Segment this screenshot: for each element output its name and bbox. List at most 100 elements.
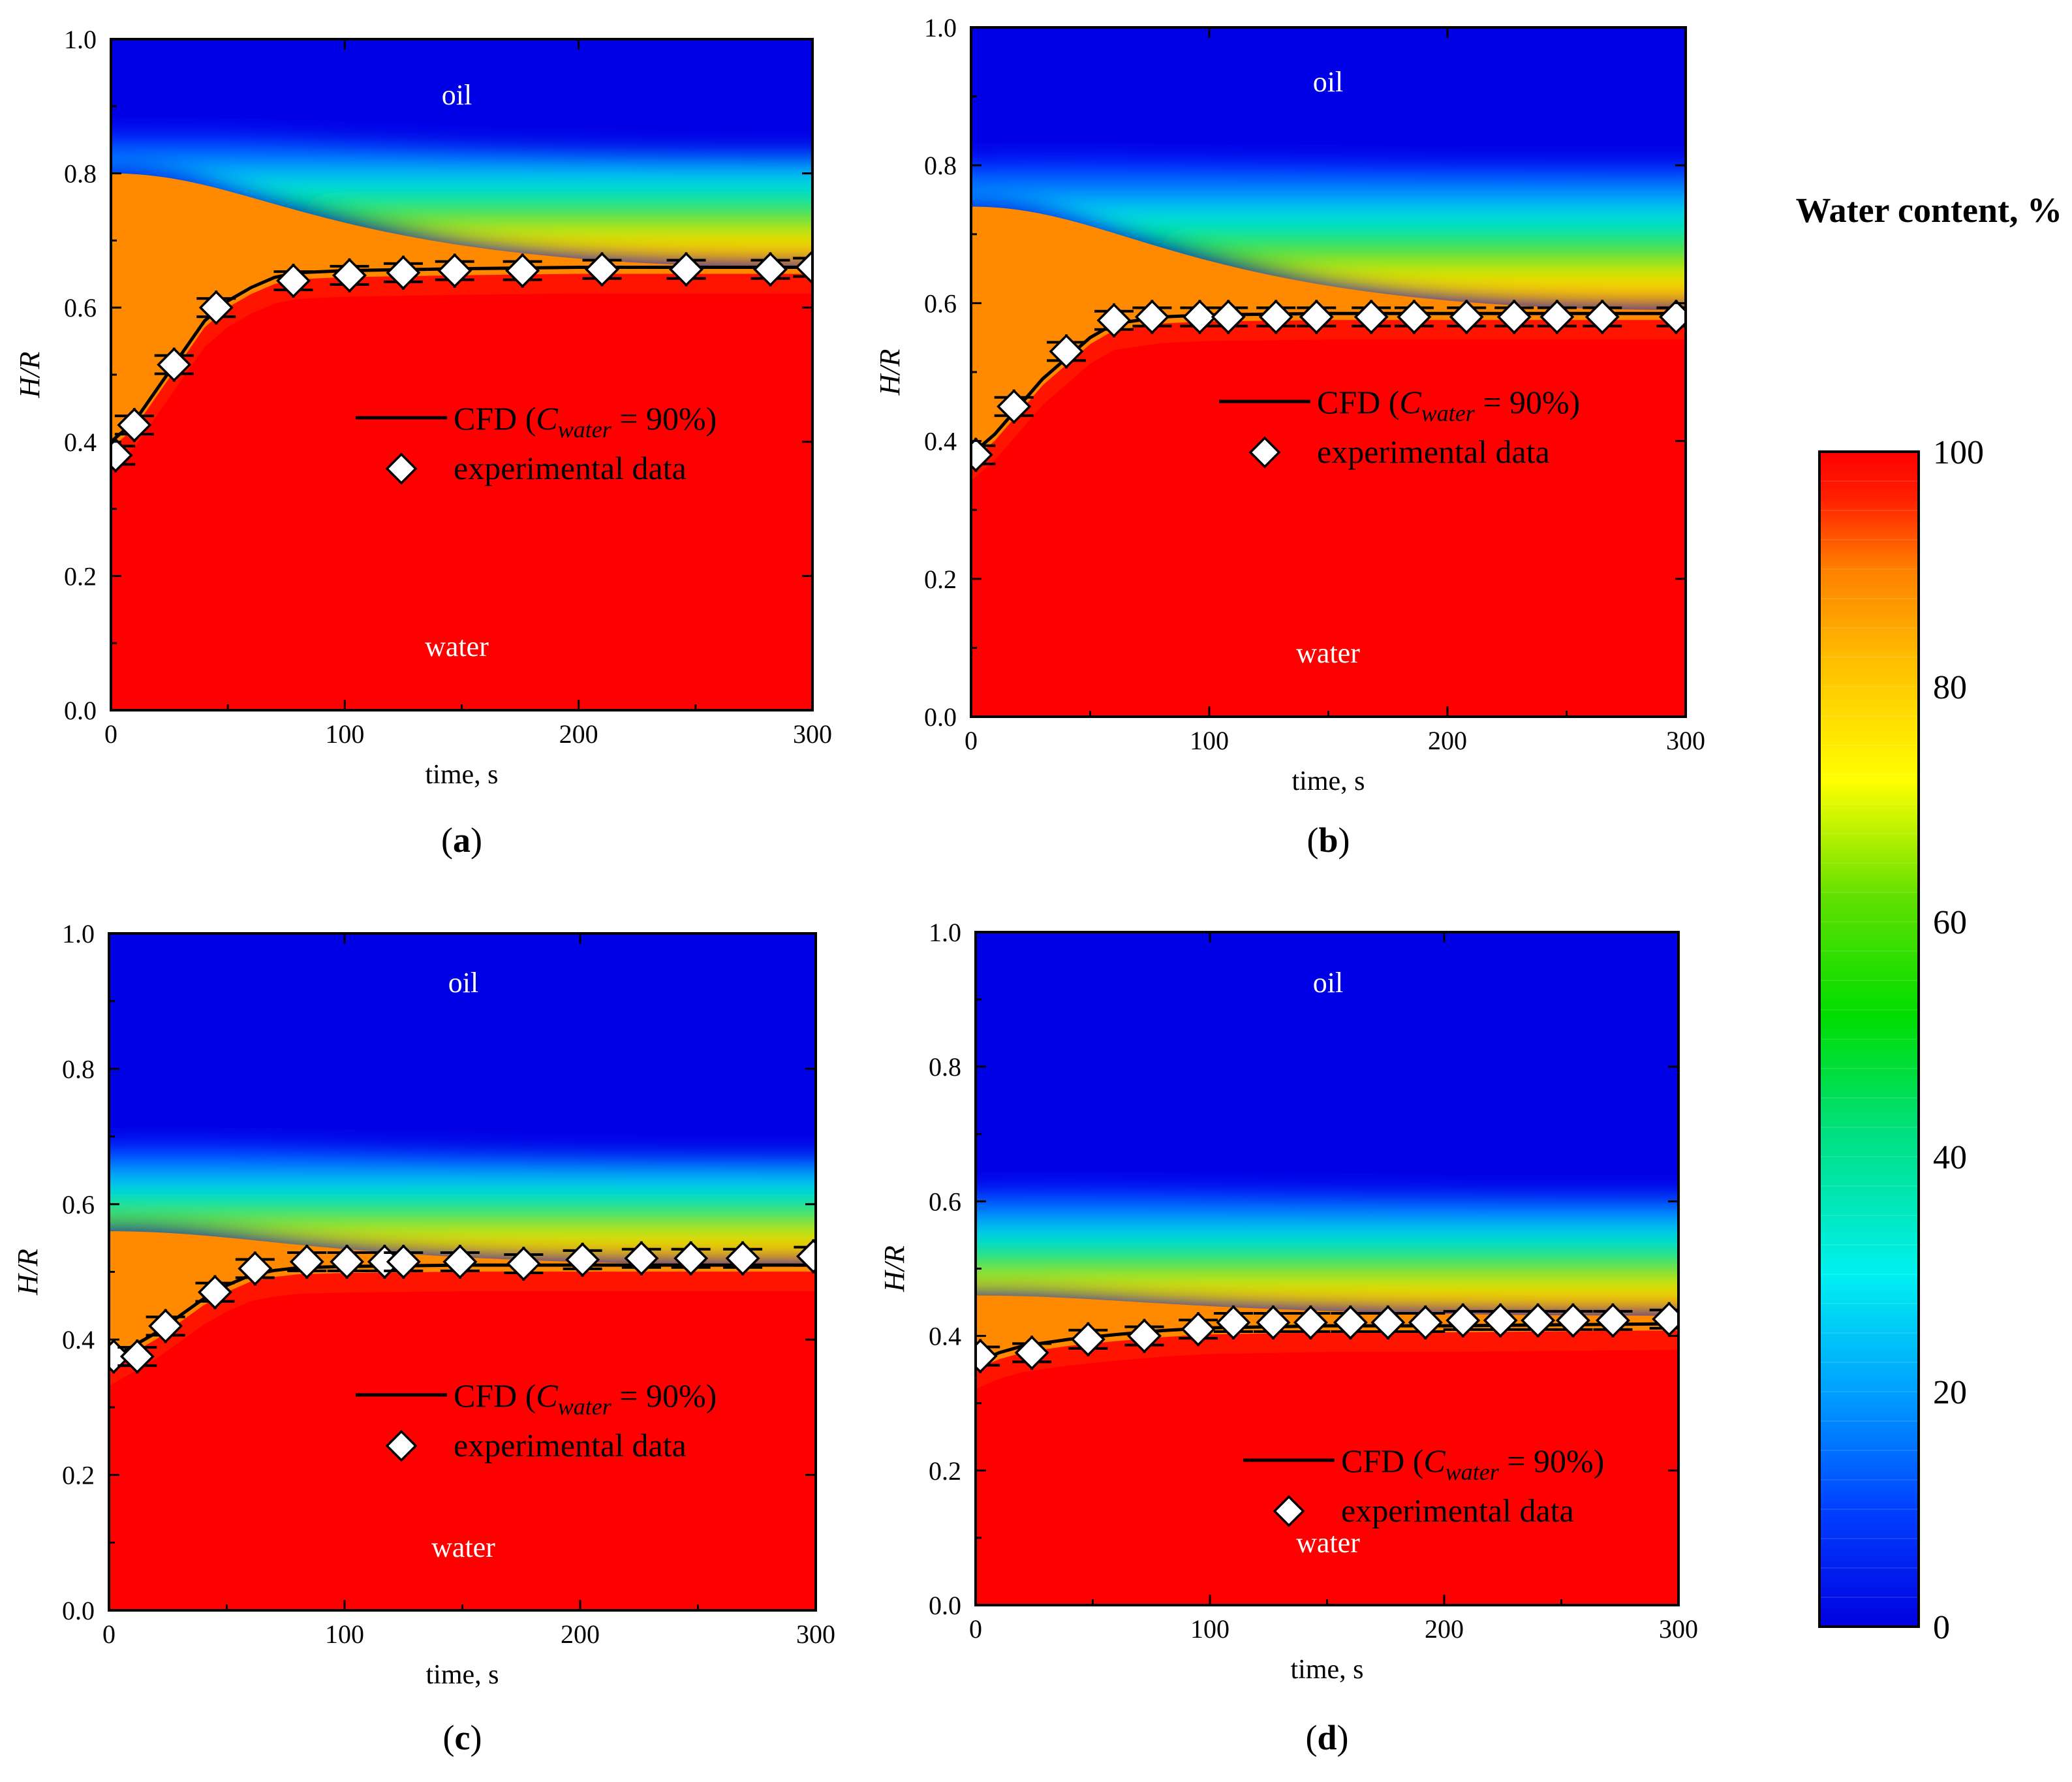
y-tick-label: 0.2: [64, 561, 97, 591]
experimental-point: [1291, 1305, 1331, 1340]
x-tick-label: 300: [1659, 1614, 1698, 1644]
experimental-point: [582, 252, 622, 287]
y-tick-label: 1.0: [62, 919, 95, 948]
diamond-marker: [109, 1339, 131, 1374]
y-tick-label: 0.2: [62, 1461, 95, 1490]
diamond-marker: [1585, 300, 1620, 334]
y-tick-label: 0.6: [62, 1190, 95, 1219]
y-tick-label: 0.6: [64, 293, 97, 322]
interface-band-d: [976, 1186, 1678, 1316]
x-axis-label: time, s: [425, 760, 499, 790]
contour-c: [109, 933, 816, 1610]
experimental-point: [1213, 1305, 1253, 1340]
diamond-marker: [437, 253, 472, 289]
diamond-marker: [1397, 300, 1432, 334]
diamond-marker: [1370, 1305, 1406, 1340]
experimental-point: [1406, 1305, 1446, 1340]
experimental-point: [1593, 1303, 1633, 1338]
experimental-point: [1583, 300, 1622, 334]
water-region-label: water: [1296, 1527, 1360, 1559]
experimental-point: [1331, 1305, 1370, 1340]
panel-label-open: (: [441, 821, 453, 860]
x-tick-label: 300: [796, 1619, 835, 1649]
legend-var: C: [1399, 384, 1421, 420]
x-tick-label: 300: [793, 719, 832, 749]
panel-label-a: (a): [441, 821, 482, 860]
interface-gradient: [111, 132, 812, 268]
experimental-point: [971, 437, 996, 473]
x-tick-label: 300: [1666, 726, 1705, 755]
experimental-point: [1094, 303, 1134, 338]
contour-b: [971, 27, 1686, 717]
x-tick-label: 0: [969, 1614, 982, 1644]
experimental-point: [1047, 334, 1086, 369]
experimental-point: [503, 253, 542, 289]
x-tick-label: 0: [965, 726, 978, 755]
legend-prefix: CFD (: [1341, 1443, 1423, 1479]
panel-label-close: ): [1337, 1718, 1349, 1757]
colorbar-bands: [1819, 480, 1919, 1598]
legend-marker-swatch: [1248, 436, 1281, 469]
legend-subscript: water: [1446, 1459, 1500, 1485]
diamond-marker: [1333, 1305, 1368, 1340]
diamond-marker: [197, 1275, 232, 1310]
legend-prefix: CFD (: [454, 400, 536, 437]
y-tick-label: 0.6: [924, 289, 957, 318]
interface-band-b: [971, 156, 1686, 310]
diamond-marker: [111, 437, 133, 473]
x-tick-label: 200: [1428, 726, 1467, 755]
colorbar-gradient-bar: [1819, 452, 1919, 1627]
experimental-point: [1352, 300, 1391, 334]
panel-label-c: (c): [443, 1718, 482, 1757]
diamond-marker: [1496, 300, 1532, 334]
oil-region-label: oil: [442, 79, 472, 111]
panel-label-open: (: [1305, 1718, 1317, 1757]
contour-a: [111, 39, 812, 710]
colorbar-tick-label: 80: [1933, 669, 1967, 706]
diamond-marker: [442, 1244, 478, 1279]
x-tick-label: 0: [104, 719, 117, 749]
y-tick-label: 0.8: [929, 1052, 961, 1082]
experimental-point: [1179, 1311, 1218, 1347]
x-tick-label: 200: [561, 1619, 600, 1649]
diamond-marker: [1134, 300, 1169, 334]
experimental-point: [195, 1275, 235, 1310]
experimental-point: [1537, 300, 1577, 334]
legend-var: C: [536, 1377, 558, 1414]
panel-label-close: ): [470, 1718, 482, 1757]
legend-line-label: CFD (Cwater = 90%): [1317, 384, 1580, 426]
diamond-marker: [1596, 1303, 1630, 1338]
legend-line-label: CFD (Cwater = 90%): [454, 1377, 717, 1420]
experimental-point: [117, 1339, 157, 1374]
interface-band-c: [109, 1142, 816, 1266]
diamond-marker: [971, 437, 993, 473]
experimental-point: [384, 1244, 424, 1279]
experimental-point: [794, 1239, 816, 1274]
legend-suffix: = 90%): [1499, 1443, 1605, 1479]
experimental-point: [435, 253, 474, 289]
water-core-fill: [109, 1291, 816, 1610]
experimental-point: [994, 389, 1034, 424]
legend-c: CFD (Cwater = 90%) experimental data: [356, 1377, 717, 1463]
legend-suffix: = 90%): [1475, 384, 1581, 420]
experimental-point: [1368, 1305, 1408, 1340]
diamond-marker: [332, 258, 367, 293]
diamond-marker: [1555, 1303, 1590, 1338]
diamond-marker: [330, 1244, 365, 1279]
y-tick-label: 1.0: [64, 25, 97, 54]
panel-label-letter: a: [453, 821, 471, 860]
experimental-point: [1553, 1303, 1593, 1338]
experimental-point: [976, 1339, 1000, 1374]
diamond-marker: [753, 252, 788, 287]
experimental-point: [1481, 1303, 1521, 1338]
diamond-marker: [1446, 1303, 1481, 1338]
x-tick-label: 200: [1425, 1614, 1464, 1644]
y-tick-label: 0.0: [64, 696, 97, 725]
experimental-point: [1447, 300, 1487, 334]
diamond-marker: [669, 252, 704, 287]
x-axis-label: time, s: [1291, 1655, 1364, 1685]
